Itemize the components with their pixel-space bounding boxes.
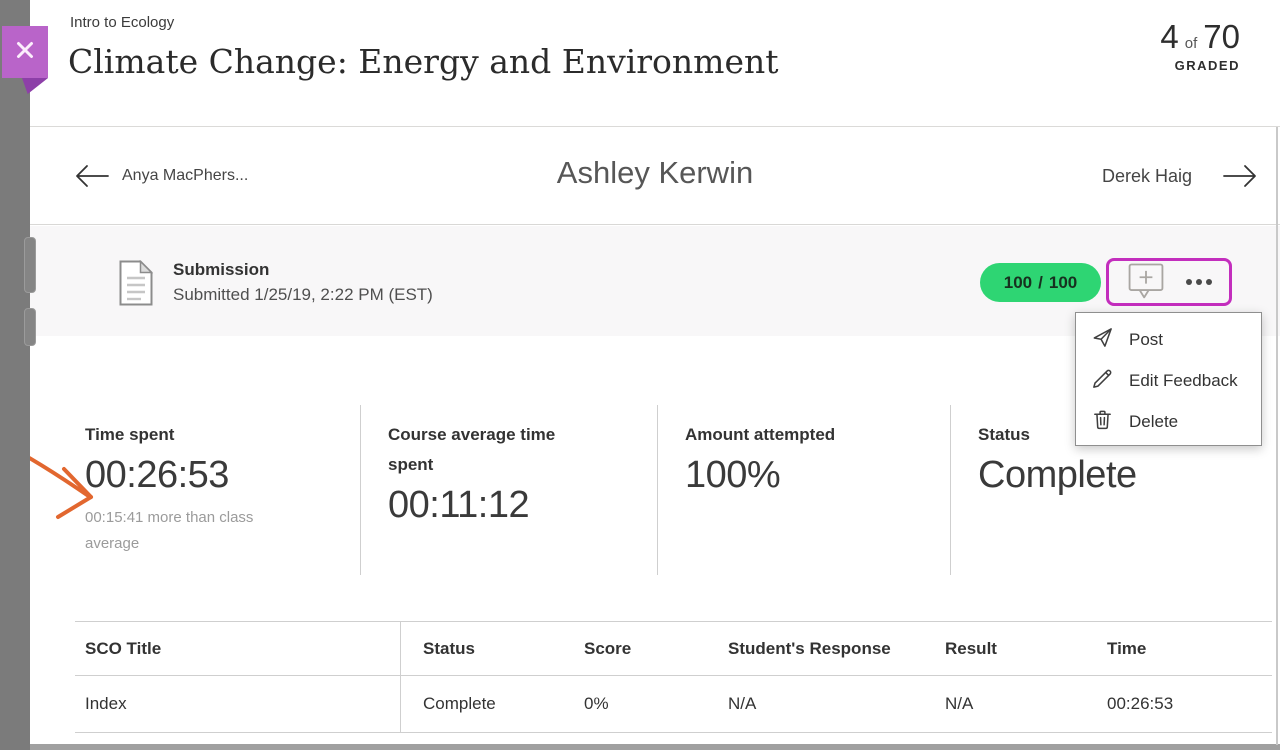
window-bottom-edge <box>30 744 1280 750</box>
stat-label: Time spent <box>85 425 175 444</box>
table-column-divider <box>400 621 401 733</box>
collapsed-sidebar-strip <box>0 0 30 750</box>
feedback-actions-group <box>1106 258 1232 306</box>
stat-label: Status <box>978 425 1030 444</box>
stat-divider <box>950 405 951 575</box>
sco-results-table: SCO Title Status Score Student's Respons… <box>75 621 1272 733</box>
column-header: Status <box>423 638 475 658</box>
student-nav-bar <box>30 128 1280 225</box>
send-icon <box>1091 326 1114 354</box>
stat-divider <box>657 405 658 575</box>
stat-value: Complete <box>978 454 1137 496</box>
stat-amount-attempted: Amount attempted 100% <box>685 420 905 497</box>
table-cell: 0% <box>584 694 609 713</box>
table-cell: N/A <box>945 694 974 713</box>
menu-item-post[interactable]: Post <box>1076 319 1261 360</box>
stat-label: Amount attempted <box>685 425 836 444</box>
table-cell: N/A <box>728 694 757 713</box>
table-cell: Index <box>85 694 127 713</box>
score-earned: 100 <box>1003 272 1033 292</box>
page-title: Climate Change: Energy and Environment <box>68 42 779 81</box>
menu-item-edit-feedback[interactable]: Edit Feedback <box>1076 360 1261 401</box>
sidebar-hidden-tab <box>24 308 36 346</box>
stat-value: 00:11:12 <box>388 484 530 526</box>
document-icon <box>119 259 154 311</box>
graded-of: of <box>1184 35 1198 52</box>
column-header: Score <box>584 638 632 658</box>
close-icon <box>13 38 37 67</box>
comment-plus-icon <box>1124 259 1168 306</box>
submission-title: Submission <box>173 260 270 279</box>
menu-item-label: Delete <box>1129 411 1179 431</box>
menu-item-delete[interactable]: Delete <box>1076 401 1261 442</box>
score-possible: 100 <box>1048 272 1078 292</box>
stat-time-spent: Time spent 00:26:53 00:15:41 more than c… <box>85 420 300 557</box>
stat-label: Course average time spent <box>388 425 556 474</box>
trash-icon <box>1091 408 1114 436</box>
stat-note: 00:15:41 more than class average <box>85 509 254 552</box>
submission-timestamp: Submitted 1/25/19, 2:22 PM (EST) <box>173 285 433 304</box>
table-cell: 00:26:53 <box>1107 694 1174 713</box>
options-dropdown-menu: Post Edit Feedback Delete <box>1075 312 1262 446</box>
table-header-row: SCO Title Status Score Student's Respons… <box>75 621 1272 676</box>
ellipsis-icon <box>1185 279 1192 285</box>
stat-value: 100% <box>685 454 781 496</box>
scrollbar-track[interactable] <box>1276 127 1278 745</box>
previous-student-name[interactable]: Anya MacPhers... <box>122 167 249 184</box>
close-panel-button[interactable] <box>2 26 48 78</box>
column-header: Student's Response <box>728 638 891 658</box>
current-student-name: Ashley Kerwin <box>556 155 754 190</box>
next-student-arrow-icon[interactable] <box>1222 163 1258 194</box>
graded-current: 4 <box>1160 18 1179 55</box>
graded-counter: 4 of 70 GRADED <box>1160 18 1240 73</box>
column-header: SCO Title <box>85 638 162 658</box>
add-feedback-button[interactable] <box>1124 259 1168 306</box>
table-row: Index Complete 0% N/A N/A 00:26:53 <box>75 676 1272 733</box>
column-header: Time <box>1107 638 1147 658</box>
menu-item-label: Post <box>1129 329 1164 349</box>
stat-course-average-time: Course average time spent 00:11:12 <box>388 420 593 527</box>
stat-status: Status Complete <box>978 420 1218 497</box>
menu-item-label: Edit Feedback <box>1129 370 1238 390</box>
course-name: Intro to Ecology <box>70 14 175 31</box>
graded-label: GRADED <box>1174 58 1240 73</box>
previous-student-arrow-icon[interactable] <box>74 163 110 194</box>
score-separator: / <box>1038 272 1043 292</box>
sidebar-hidden-tab <box>24 237 36 293</box>
table-cell: Complete <box>423 694 496 713</box>
graded-total: 70 <box>1203 18 1240 55</box>
assessment-header <box>30 0 1280 127</box>
column-header: Result <box>945 638 997 658</box>
next-student-name[interactable]: Derek Haig <box>1101 166 1192 186</box>
pencil-icon <box>1091 367 1114 395</box>
stat-value: 00:26:53 <box>85 454 229 496</box>
score-pill[interactable]: 100 / 100 <box>980 263 1101 302</box>
more-options-button[interactable] <box>1184 273 1214 291</box>
stat-divider <box>360 405 361 575</box>
